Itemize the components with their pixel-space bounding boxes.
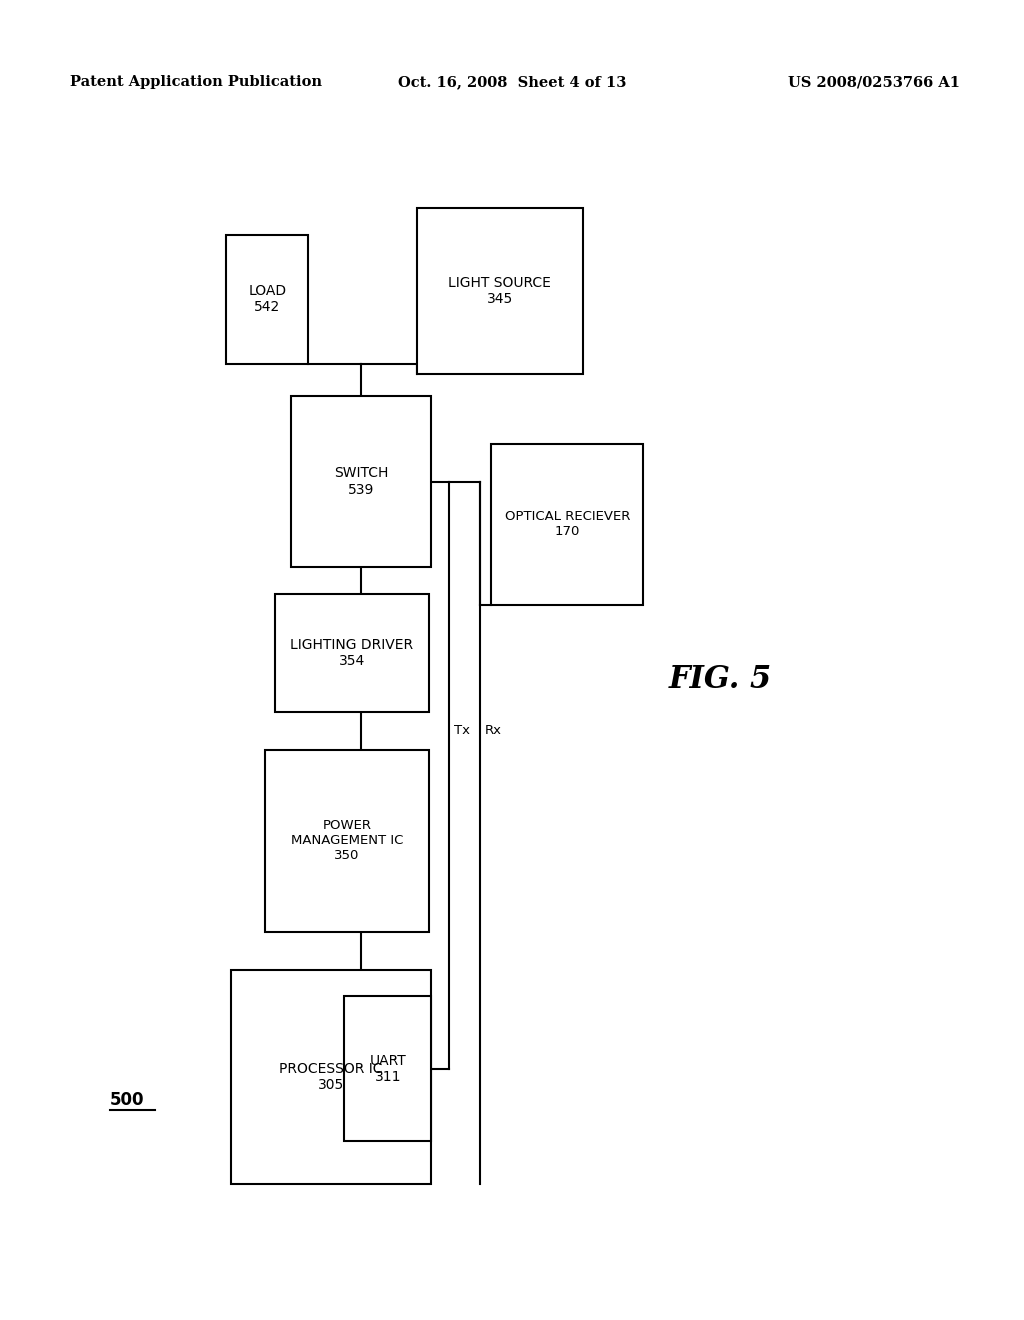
Text: POWER
MANAGEMENT IC
350: POWER MANAGEMENT IC 350 bbox=[291, 820, 403, 862]
Text: LIGHT SOURCE
345: LIGHT SOURCE 345 bbox=[449, 276, 551, 306]
Bar bbox=[417, 209, 583, 375]
Text: Rx: Rx bbox=[485, 725, 502, 738]
Text: OPTICAL RECIEVER
170: OPTICAL RECIEVER 170 bbox=[505, 511, 630, 539]
Text: Oct. 16, 2008  Sheet 4 of 13: Oct. 16, 2008 Sheet 4 of 13 bbox=[397, 75, 627, 88]
Bar bbox=[344, 997, 431, 1142]
Text: SWITCH
539: SWITCH 539 bbox=[334, 466, 388, 496]
Bar bbox=[265, 750, 429, 932]
Bar bbox=[292, 396, 431, 568]
Text: Tx: Tx bbox=[454, 725, 470, 738]
Text: UART
311: UART 311 bbox=[370, 1053, 407, 1084]
Text: FIG. 5: FIG. 5 bbox=[669, 664, 772, 696]
Bar bbox=[226, 235, 308, 363]
Text: LOAD
542: LOAD 542 bbox=[248, 284, 287, 314]
Text: Patent Application Publication: Patent Application Publication bbox=[70, 75, 322, 88]
Text: LIGHTING DRIVER
354: LIGHTING DRIVER 354 bbox=[290, 638, 414, 668]
Text: US 2008/0253766 A1: US 2008/0253766 A1 bbox=[788, 75, 961, 88]
Text: 500: 500 bbox=[110, 1092, 144, 1109]
Text: PROCESSOR IC
305: PROCESSOR IC 305 bbox=[280, 1061, 383, 1092]
Bar bbox=[231, 970, 431, 1184]
Bar bbox=[492, 444, 643, 605]
Bar bbox=[274, 594, 429, 713]
